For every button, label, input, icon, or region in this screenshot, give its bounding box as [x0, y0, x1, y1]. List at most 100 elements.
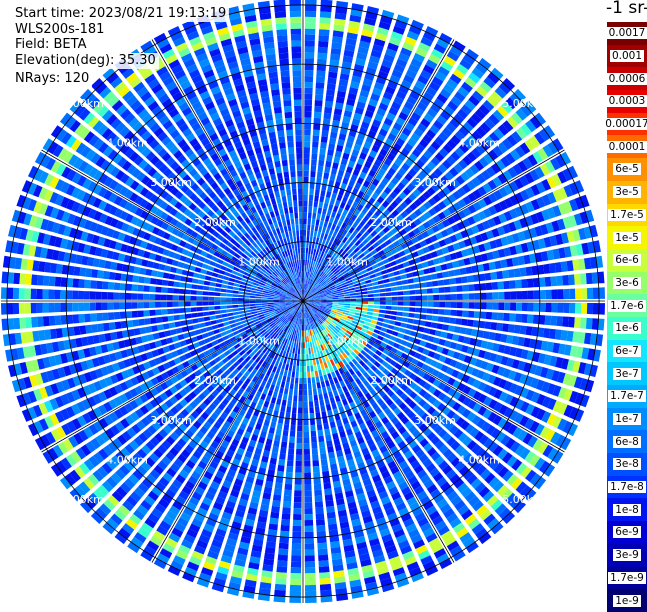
data-gate: [215, 315, 221, 319]
data-gate: [78, 279, 85, 288]
data-gate: [522, 303, 528, 312]
data-gate: [316, 513, 325, 520]
data-gate: [568, 317, 575, 328]
data-gate: [244, 304, 250, 307]
data-gate: [304, 230, 307, 236]
data-gate: [185, 308, 191, 313]
data-gate: [339, 299, 345, 301]
data-gate: [305, 266, 307, 272]
data-gate: [288, 371, 292, 377]
data-gate: [275, 404, 281, 411]
data-gate: [455, 318, 462, 325]
data-gate: [219, 270, 226, 275]
data-gate: [410, 302, 416, 306]
data-gate: [469, 302, 475, 309]
data-gate: [320, 11, 331, 18]
data-gate: [281, 381, 286, 388]
data-gate: [238, 308, 244, 311]
data-gate: [197, 307, 203, 311]
data-gate: [91, 324, 98, 333]
data-gate: [304, 224, 307, 230]
data-gate: [486, 283, 493, 291]
data-gate: [314, 106, 322, 113]
data-gate: [314, 353, 318, 359]
data-gate: [311, 442, 317, 448]
data-gate: [463, 302, 469, 308]
data-gate: [269, 463, 276, 470]
data-gate: [305, 35, 315, 41]
data-gate: [379, 265, 386, 270]
data-gate: [131, 302, 137, 309]
data-gate: [390, 282, 397, 287]
data-gate: [31, 303, 37, 314]
data-gate: [316, 219, 320, 225]
data-gate: [314, 490, 322, 497]
data-gate: [305, 82, 313, 88]
data-gate: [43, 276, 50, 286]
data-gate: [303, 348, 305, 354]
data-gate: [167, 288, 173, 294]
data-gate: [376, 276, 383, 281]
data-gate: [527, 279, 534, 288]
data-gate: [273, 391, 278, 398]
data-gate: [196, 302, 202, 306]
data-gate: [374, 298, 380, 301]
data-gate: [368, 298, 374, 301]
data-gate: [375, 325, 382, 330]
data-gate: [316, 525, 325, 532]
data-gate: [239, 314, 245, 318]
data-gate: [304, 159, 309, 165]
data-gate: [403, 307, 409, 311]
data-gate: [327, 222, 332, 229]
data-gate: [319, 572, 330, 579]
data-gate: [304, 206, 308, 212]
data-gate: [305, 579, 316, 585]
data-gate: [78, 303, 84, 312]
data-gate: [285, 412, 290, 419]
data-gate: [281, 442, 287, 449]
data-gate: [192, 278, 199, 283]
data-gate: [461, 319, 468, 326]
data-gate: [326, 404, 332, 411]
data-gate: [304, 443, 310, 449]
data-gate: [108, 292, 114, 300]
data-gate: [306, 248, 308, 254]
data-gate: [551, 289, 557, 299]
data-gate: [293, 514, 301, 520]
data-gate: [444, 309, 450, 315]
data-gate: [498, 281, 505, 289]
data-gate: [298, 413, 303, 419]
data-gate: [328, 452, 335, 459]
data-gate: [330, 198, 336, 205]
data-gate: [1, 303, 7, 315]
data-gate: [305, 260, 307, 266]
data-gate: [256, 292, 262, 295]
data-gate: [54, 303, 60, 313]
data-gate: [132, 320, 139, 327]
data-gate: [286, 406, 291, 412]
data-gate: [327, 446, 334, 453]
data-gate: [179, 289, 185, 294]
data-gate: [119, 302, 125, 309]
data-gate: [569, 289, 575, 300]
data-gate: [509, 313, 516, 322]
data-gate: [481, 293, 487, 300]
data-gate: [474, 311, 480, 318]
data-gate: [161, 295, 167, 300]
data-gate: [328, 524, 337, 531]
data-gate: [438, 316, 445, 322]
data-gate: [498, 313, 505, 321]
data-gate: [486, 292, 492, 299]
data-gate: [362, 295, 368, 298]
data-gate: [292, 371, 296, 377]
data-gate: [307, 230, 310, 236]
data-gate: [414, 314, 421, 319]
data-gate: [239, 285, 245, 289]
data-gate: [480, 283, 486, 290]
data-gate: [344, 306, 350, 309]
data-gate: [72, 291, 78, 300]
data-gate: [55, 277, 62, 287]
data-gate: [305, 17, 316, 23]
data-gate: [175, 321, 182, 327]
data-gate: [78, 291, 84, 300]
